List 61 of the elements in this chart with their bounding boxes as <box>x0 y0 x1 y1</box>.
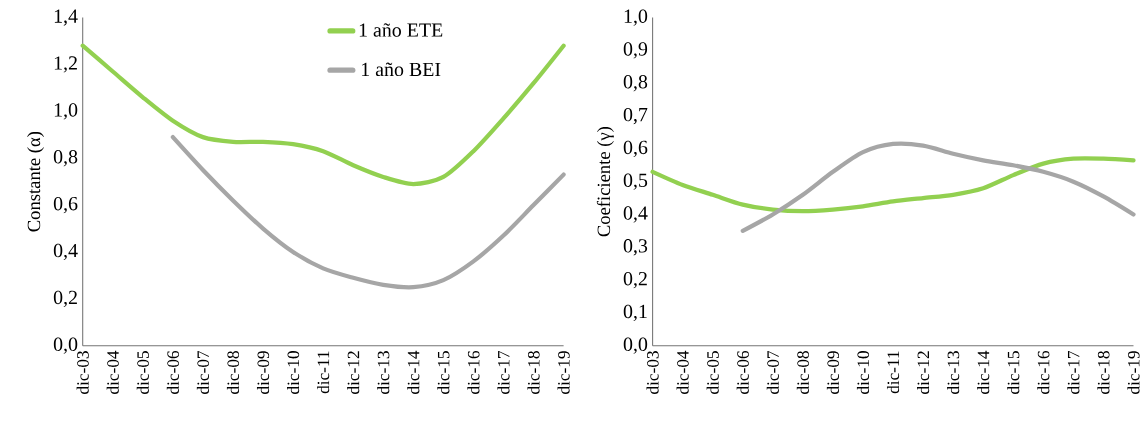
x-tick-label: dic-15 <box>1007 350 1020 394</box>
y-tick-label: 0,8 <box>53 149 78 167</box>
x-tick-label: dic-12 <box>917 351 930 394</box>
y-tick-label: 1,0 <box>624 9 648 26</box>
x-tick-label: dic-12 <box>347 351 360 394</box>
x-tick-label: dic-18 <box>1097 350 1110 394</box>
y-tick-label: 0,6 <box>623 140 648 157</box>
y-axis-title: Coeficiente (γ) <box>596 126 614 237</box>
x-tick-label: dic-05 <box>706 350 719 394</box>
x-tick-label: dic-17 <box>1067 350 1080 394</box>
x-tick-label: dic-04 <box>106 350 119 394</box>
x-tick-label: dic-13 <box>947 350 960 394</box>
x-tick-label: dic-05 <box>136 350 149 394</box>
y-tick-label: 0,9 <box>623 42 648 59</box>
x-tick-label: dic-08 <box>796 350 809 394</box>
y-tick-label: 0,0 <box>53 337 78 354</box>
x-tick-label: dic-10 <box>856 350 870 394</box>
x-tick-label: dic-09 <box>826 350 840 394</box>
x-tick-label: dic-09 <box>256 350 270 394</box>
y-tick-label: 0,4 <box>623 206 648 223</box>
y-tick-label: 0,1 <box>623 304 647 321</box>
x-tick-label: dic-19 <box>1127 350 1140 394</box>
x-tick-label: dic-04 <box>676 350 689 394</box>
x-tick-label: dic-07 <box>196 350 209 394</box>
x-tick-label: dic-06 <box>736 350 749 394</box>
x-tick-label: dic-16 <box>467 350 480 394</box>
x-tick-label: dic-15 <box>437 350 450 394</box>
y-tick-label: 0,2 <box>623 271 647 289</box>
y-axis-title: Constante (α) <box>27 131 44 232</box>
x-tick-label: dic-03 <box>646 350 659 394</box>
y-tick-label: 0,0 <box>623 337 648 354</box>
y-tick-label: 0,3 <box>623 238 648 256</box>
y-tick-label: 0,4 <box>53 243 78 260</box>
y-tick-label: 1,4 <box>54 9 78 26</box>
y-tick-label: 0,6 <box>53 196 78 214</box>
x-tick-label: dic-06 <box>166 350 179 394</box>
x-tick-label: dic-10 <box>287 350 300 394</box>
y-tick-label: 0,5 <box>623 173 648 190</box>
legend-label: 1 año BEI <box>362 62 441 76</box>
y-tick-label: 1,2 <box>54 56 77 73</box>
line-series <box>650 156 1136 214</box>
x-tick-label: dic-13 <box>377 350 390 394</box>
x-tick-label: dic-07 <box>766 350 779 394</box>
line-series <box>740 141 1136 233</box>
line-series <box>80 43 566 186</box>
y-tick-label: 1,0 <box>54 102 78 120</box>
line-series <box>170 134 566 290</box>
x-tick-label: dic-14 <box>977 350 990 394</box>
y-tick-label: 0,2 <box>53 290 77 307</box>
y-tick-label: 0,8 <box>623 74 648 92</box>
x-tick-label: dic-08 <box>226 350 240 394</box>
x-tick-label: dic-17 <box>497 350 510 394</box>
x-tick-label: dic-14 <box>407 350 420 394</box>
x-tick-label: dic-19 <box>557 350 570 394</box>
x-tick-label: dic-18 <box>527 350 540 394</box>
x-tick-label: dic-03 <box>76 350 89 394</box>
y-tick-label: 0,7 <box>623 107 648 124</box>
x-tick-label: dic-16 <box>1037 350 1050 394</box>
x-tick-label: dic-11 <box>886 351 900 394</box>
x-tick-label: dic-11 <box>317 351 330 394</box>
legend-label: 1 año ETE <box>359 22 443 37</box>
